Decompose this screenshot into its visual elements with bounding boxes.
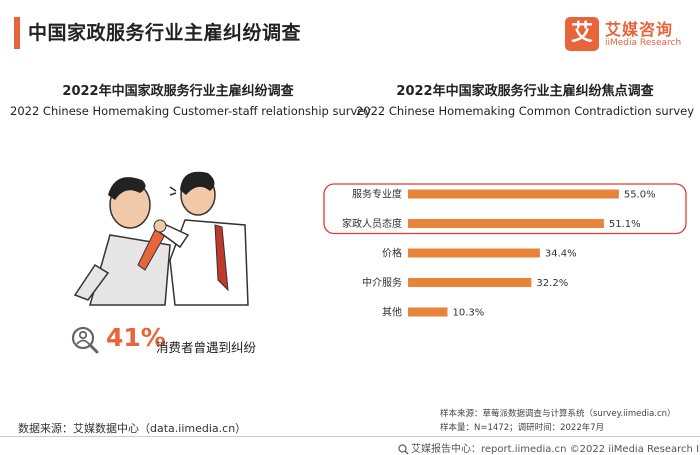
right-panel-title-cn: 2022年中国家政服务行业主雇纠纷焦点调查 — [396, 84, 654, 99]
value-label: 34.4% — [545, 249, 577, 260]
category-label: 价格 — [382, 247, 402, 260]
right-panel-title-en: 2022 Chinese Homemaking Common Contradic… — [355, 104, 695, 118]
sample-size: 样本量：N=1472；调研时间：2022年7月 — [440, 423, 605, 433]
logo-name-en: iiMedia Research — [605, 38, 682, 48]
person-magnifier-icon — [71, 326, 99, 354]
footer-divider — [0, 436, 700, 437]
logo-name-cn: 艾媒咨询 — [605, 20, 674, 39]
left-panel-title-en: 2022 Chinese Homemaking Customer-staff r… — [10, 104, 372, 118]
category-label: 中介服务 — [362, 276, 402, 289]
highlight-box — [323, 183, 687, 235]
category-label: 家政人员态度 — [342, 217, 402, 230]
footer: 艾媒报告中心：report.iimedia.cn ©2022 iiMedia R… — [398, 440, 700, 455]
bar — [408, 278, 532, 287]
bar — [408, 307, 448, 317]
value-label: 51.1% — [609, 219, 641, 230]
iimedia-logo: 艾 艾媒咨询 iiMedia Research — [565, 14, 690, 54]
stat-value: 41% — [106, 323, 166, 352]
sample-source: 样本来源：草莓派数据调查与计算系统（survey.iimedia.cn） — [440, 409, 676, 419]
value-label: 55.0% — [624, 190, 656, 201]
bar — [408, 219, 604, 228]
title-accent-bar — [14, 17, 20, 49]
logo-icon: 艾 — [565, 17, 599, 51]
contradiction-bar-chart: 服务专业度 55.0% 家政人员态度 51.1% 价格 34.4% 中介服务 32.2% 其他 1… — [323, 183, 687, 319]
data-source: 数据来源：艾媒数据中心（data.iimedia.cn） — [18, 422, 247, 435]
report-center-icon — [398, 443, 409, 455]
value-label: 10.3% — [452, 308, 484, 319]
two-men-arguing-illustration — [73, 171, 249, 306]
footer-text: 艾媒报告中心：report.iimedia.cn ©2022 iiMedia R… — [411, 444, 700, 455]
category-label: 服务专业度 — [352, 188, 402, 201]
value-label: 32.2% — [536, 278, 568, 289]
bar — [408, 189, 619, 199]
category-label: 其他 — [382, 306, 402, 319]
bar — [408, 248, 540, 258]
stat-label: 消费者曾遇到纠纷 — [156, 340, 257, 355]
page-title: 中国家政服务行业主雇纠纷调查 — [28, 22, 302, 44]
left-panel-title-cn: 2022年中国家政服务行业主雇纠纷调查 — [62, 84, 294, 99]
